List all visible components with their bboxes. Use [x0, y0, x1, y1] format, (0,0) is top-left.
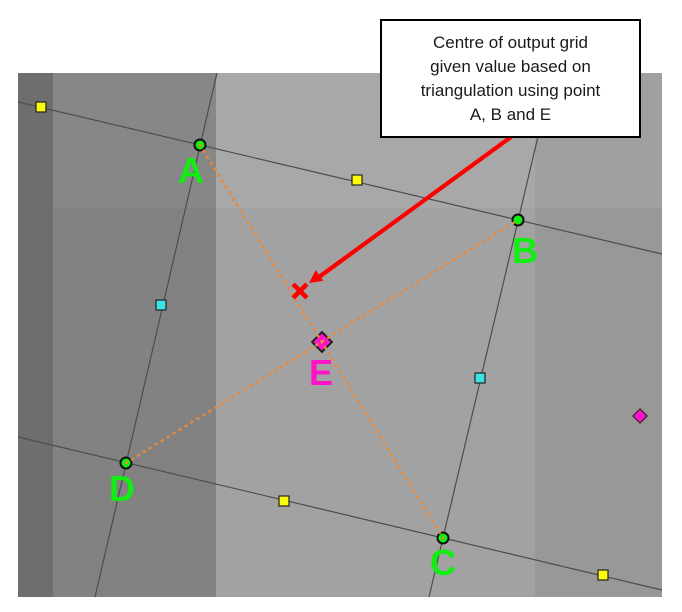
svg-text:D: D — [109, 468, 135, 509]
svg-text:E: E — [309, 352, 333, 393]
svg-text:A: A — [178, 150, 204, 191]
svg-text:B: B — [512, 230, 538, 271]
svg-text:C: C — [430, 542, 456, 583]
